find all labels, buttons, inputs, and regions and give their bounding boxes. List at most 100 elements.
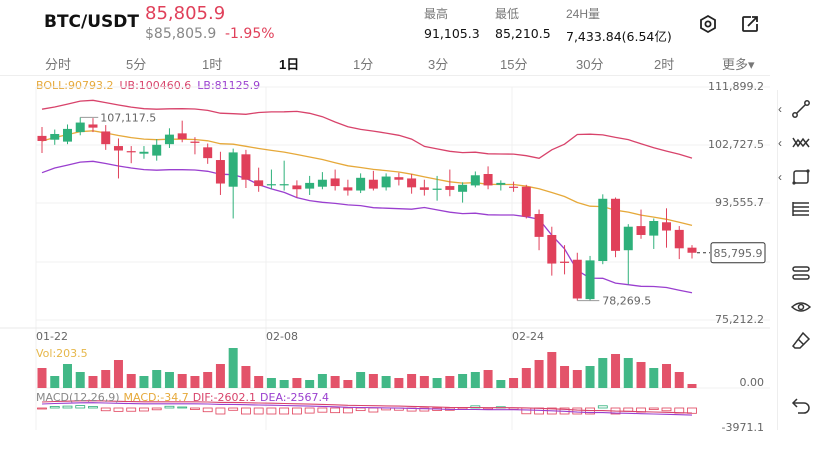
tab-more[interactable]: 更多▾ <box>722 57 755 72</box>
tab-15m[interactable]: 15分 <box>500 57 528 72</box>
macd-bar <box>164 405 175 409</box>
tab-1d[interactable]: 1日 <box>279 57 300 72</box>
tab-5m[interactable]: 5分 <box>126 57 147 72</box>
last-price: 85,805.9 <box>145 3 226 24</box>
eraser-icon[interactable] <box>790 330 812 352</box>
candle-body <box>662 222 672 231</box>
volume-bar <box>534 360 544 388</box>
candle-body <box>241 154 251 180</box>
rectangle-icon[interactable] <box>790 166 812 188</box>
volume-bar <box>152 370 162 388</box>
settings-icon[interactable] <box>698 14 718 34</box>
macd-params: MACD(12,26,9) <box>36 391 120 404</box>
dif-line <box>41 400 693 414</box>
candle-body <box>356 177 366 191</box>
volume-bar <box>407 374 417 388</box>
volume-bar <box>636 362 646 388</box>
volume-bar <box>37 368 47 388</box>
volume-bar <box>470 372 480 388</box>
macd-bar <box>304 407 315 414</box>
volume-bar <box>62 364 72 388</box>
volume-bar <box>241 366 251 388</box>
fib-levels-icon[interactable] <box>790 198 812 220</box>
volume-bar <box>356 372 366 388</box>
candle-body <box>292 185 302 190</box>
low-value: 85,210.5 <box>495 26 551 41</box>
candle-body <box>50 133 60 140</box>
measure-icon[interactable] <box>790 262 812 284</box>
candle-body <box>674 229 684 249</box>
chevron-left-icon[interactable]: ‹ <box>778 102 782 116</box>
macd-bar <box>215 407 226 415</box>
trendline-icon[interactable] <box>790 98 812 120</box>
price-change: -1.95% <box>225 26 275 42</box>
candle-body <box>547 234 557 264</box>
chevron-left-icon[interactable]: ‹ <box>778 136 782 150</box>
macd-bar <box>62 405 73 409</box>
pattern-icon[interactable] <box>790 132 812 154</box>
macd-bar <box>37 407 47 410</box>
boll-lower-line <box>41 160 693 294</box>
tab-3m[interactable]: 3分 <box>428 57 449 72</box>
candle-body <box>496 182 506 185</box>
tab-1h[interactable]: 1时 <box>202 57 223 72</box>
tab-1m[interactable]: 1分 <box>353 57 374 72</box>
candle-body <box>509 186 519 188</box>
eye-icon[interactable] <box>790 296 812 318</box>
date-tick-label: 02-24 <box>512 330 544 343</box>
macd-bar <box>292 407 302 415</box>
candle-body <box>126 151 136 153</box>
macd-bar <box>661 407 672 412</box>
price-tick-label: 111,899.2 <box>708 80 764 93</box>
dea-value: DEA:-2567.4 <box>260 391 329 404</box>
boll-mid-value: BOLL:90793.2 <box>36 79 114 92</box>
candle-body <box>37 135 47 141</box>
candle-body <box>611 198 621 251</box>
macd-bar <box>190 407 200 410</box>
pair-title[interactable]: BTC/USDT <box>44 12 139 32</box>
macd-bar <box>151 407 162 411</box>
macd-bar <box>100 407 111 412</box>
macd-legend: MACD(12,26,9) MACD:-34.7 DIF:-2602.1 DEA:-2… <box>36 391 333 404</box>
candle-body <box>62 128 72 142</box>
volume-bar <box>177 374 187 388</box>
macd-bar <box>687 407 697 414</box>
macd-bar <box>139 407 149 412</box>
candle-body <box>432 188 442 190</box>
macd-bar <box>177 406 188 409</box>
candle-body <box>139 151 149 154</box>
volume-bar <box>598 358 608 388</box>
share-icon[interactable] <box>740 14 760 34</box>
macd-bar <box>317 407 328 413</box>
candle-body <box>88 124 98 128</box>
macd-bar <box>419 407 430 412</box>
chevron-left-icon[interactable]: ‹ <box>778 170 782 184</box>
macd-bar <box>355 407 366 412</box>
candle-body <box>419 187 429 190</box>
undo-icon[interactable] <box>790 394 812 416</box>
volume-bar <box>190 376 200 388</box>
volume-bar <box>343 380 353 388</box>
macd-bar <box>279 407 290 415</box>
macd-bar <box>330 407 341 414</box>
tab-2h[interactable]: 2时 <box>654 57 675 72</box>
candle-body <box>317 179 327 187</box>
tab-30m[interactable]: 30分 <box>576 57 604 72</box>
volume-bar <box>432 378 442 388</box>
volume-bar <box>585 366 595 388</box>
macd-bar <box>572 407 583 415</box>
candle-body <box>445 186 455 190</box>
candle-body <box>101 131 111 145</box>
current-price-box <box>710 242 766 264</box>
high-value: 91,105.3 <box>424 26 480 41</box>
candle-body <box>152 144 162 156</box>
volume-bar <box>75 372 85 388</box>
volume-bar <box>572 370 582 388</box>
tab-timeline[interactable]: 分时 <box>45 57 72 72</box>
high-label: 最高 <box>424 7 449 21</box>
candle-body <box>598 198 608 262</box>
candle-body <box>164 134 174 145</box>
candle-body <box>279 184 289 186</box>
boll-middle-line <box>41 130 693 227</box>
